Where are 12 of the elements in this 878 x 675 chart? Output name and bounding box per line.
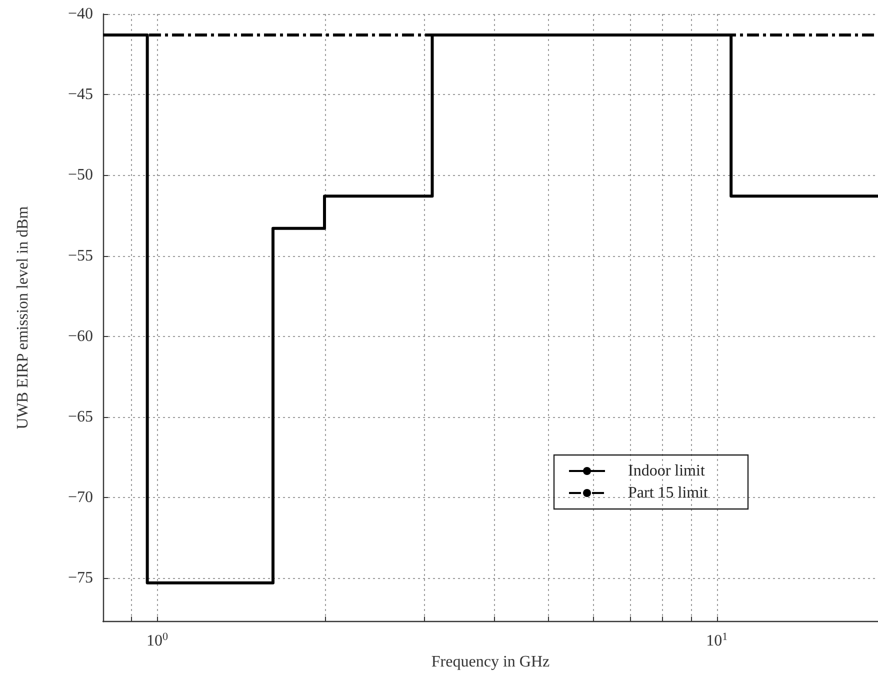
y-tick-label: −60: [68, 328, 93, 345]
y-tick-label: −70: [68, 489, 93, 506]
legend-label: Indoor limit: [628, 462, 706, 480]
x-axis-title: Frequency in GHz: [431, 654, 550, 670]
y-axis-title: UWB EIRP emission level in dBm: [14, 206, 32, 430]
y-tick-label: −50: [68, 166, 93, 184]
y-tick-label: −55: [68, 247, 93, 264]
y-tick-label: −65: [68, 408, 93, 426]
y-tick-label: −75: [68, 570, 93, 587]
legend-label: Part 15 limit: [628, 484, 709, 502]
y-tick-label: −45: [68, 86, 93, 104]
y-tick-label: −40: [68, 6, 93, 22]
